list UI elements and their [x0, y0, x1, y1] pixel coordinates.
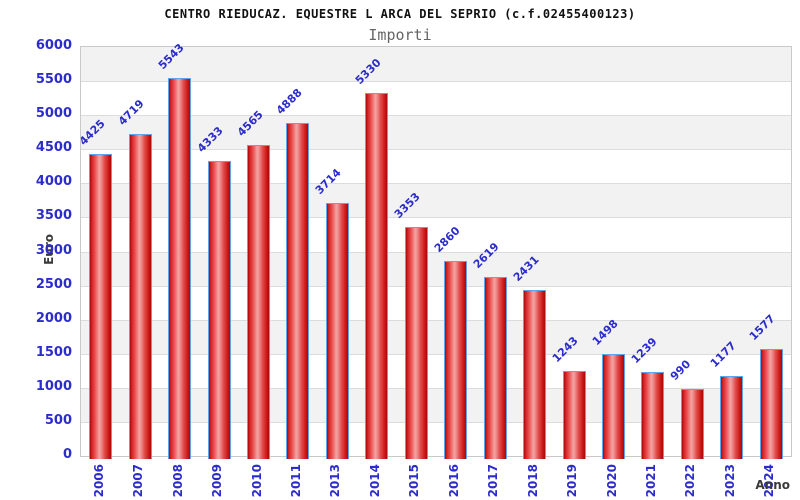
bar-value-label: 1239	[628, 334, 660, 366]
plot-band	[81, 217, 791, 252]
bar	[247, 144, 270, 459]
bar	[523, 290, 547, 459]
plot-band	[81, 183, 791, 218]
y-axis-tick-label: 3500	[35, 208, 72, 224]
bar	[720, 375, 744, 459]
x-axis-tick-label: 2015	[407, 464, 422, 498]
bar-value-label: 990	[668, 357, 694, 383]
bar	[602, 353, 625, 459]
plot-band	[81, 319, 791, 354]
plot-band	[81, 47, 791, 82]
bar-value-label: 4333	[194, 123, 226, 155]
y-axis-tick-label: 4000	[35, 174, 72, 190]
y-axis-tick-label: 5000	[35, 106, 72, 122]
x-axis-tick-label: 2016	[446, 464, 461, 498]
bar-value-label: 4565	[234, 107, 266, 139]
bar	[325, 202, 349, 459]
chart-title: CENTRO RIEDUCAZ. EQUESTRE L ARCA DEL SEP…	[164, 7, 636, 21]
y-axis-tick-label: 2000	[35, 310, 72, 326]
x-axis-tick-label: 2017	[486, 464, 501, 498]
bar-value-label: 2619	[470, 240, 502, 272]
y-axis-tick-label: 5500	[35, 72, 72, 88]
bar-value-label: 3714	[313, 165, 345, 197]
x-axis-tick-label: 2020	[604, 464, 619, 498]
plot-band	[81, 285, 791, 320]
bar	[483, 277, 507, 459]
plot-band	[81, 421, 791, 456]
y-axis-tick-label: 500	[44, 412, 72, 428]
x-axis-tick-label: 2006	[91, 464, 106, 498]
plot-area: 4425 4719 5543 4333 4565 4888 3714 5330 3353 2860…	[77, 41, 792, 459]
x-axis-title: Anno	[755, 478, 790, 492]
x-axis-tick-label: 2022	[683, 464, 698, 498]
bar-value-label: 2860	[431, 224, 463, 256]
bar	[759, 348, 783, 459]
x-axis-tick-label: 2010	[249, 464, 264, 498]
bar	[286, 122, 310, 459]
x-axis-tick-label: 2013	[328, 464, 343, 498]
bars-layer: 4425 4719 5543 4333 4565 4888 3714 5330 3353 2860…	[77, 41, 791, 459]
bar	[128, 134, 152, 459]
y-axis-tick-label: 1500	[35, 344, 72, 360]
bar-value-label: 5330	[352, 55, 384, 87]
plot-band	[81, 387, 791, 422]
x-axis-tick-label: 2021	[643, 464, 658, 498]
bar-value-label: 1498	[589, 317, 621, 348]
y-axis-tick-label: 0	[62, 447, 72, 462]
bar	[444, 261, 468, 459]
bar	[562, 371, 586, 459]
x-axis-tick-label: 2007	[131, 464, 146, 498]
x-axis-tick-label: 2011	[288, 464, 303, 498]
y-axis-tick-label: 3000	[35, 242, 72, 258]
x-axis-tick-label: 2019	[565, 464, 580, 498]
bar	[168, 78, 192, 459]
bar-value-label: 2431	[510, 253, 542, 285]
x-axis-tick-label: 2014	[367, 464, 382, 498]
bar-value-label: 1243	[549, 334, 581, 366]
chart-subtitle: Importi	[368, 26, 432, 44]
bar	[207, 160, 231, 459]
bar	[365, 92, 389, 459]
plot-band	[81, 251, 791, 286]
bar-value-label: 1577	[747, 311, 778, 343]
y-axis-tick-label: 1000	[35, 378, 72, 394]
bar	[404, 227, 428, 459]
bar-value-label: 4425	[76, 117, 108, 149]
bar	[641, 371, 665, 459]
plot-band	[81, 115, 791, 150]
bar	[680, 388, 704, 459]
plot-band	[81, 81, 791, 116]
x-axis-tick-label: 2023	[722, 464, 737, 498]
bar-value-label: 3353	[392, 190, 423, 222]
plot-band	[81, 149, 791, 184]
x-axis-tick-label: 2009	[210, 464, 225, 498]
y-axis-tick-label: 2500	[35, 276, 72, 292]
bar-value-label: 5543	[155, 41, 187, 73]
bar-value-label: 4719	[115, 97, 147, 129]
y-axis-tick-label: 6000	[35, 38, 72, 53]
x-axis-tick-label: 2008	[170, 464, 185, 498]
y-axis-tick-label: 4500	[35, 140, 72, 156]
bar-value-label: 1177	[707, 338, 739, 370]
bar	[89, 154, 113, 459]
plot-band	[81, 353, 791, 388]
x-axis-tick-label: 2018	[525, 464, 540, 498]
bar-value-label: 4888	[273, 85, 305, 117]
